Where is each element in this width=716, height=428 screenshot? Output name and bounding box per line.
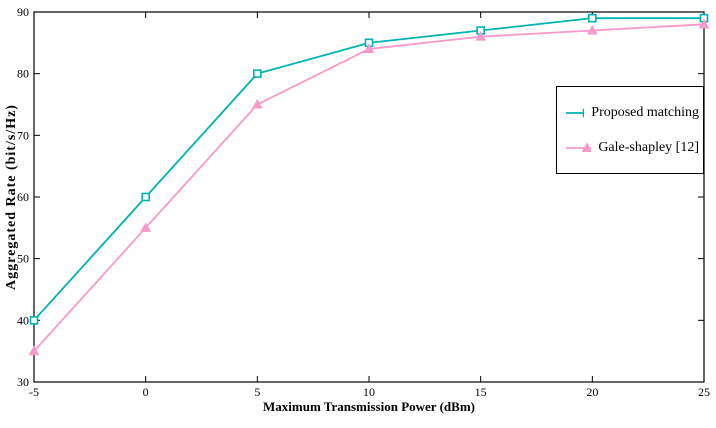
x-tick-label: 5 — [254, 385, 260, 399]
y-tick-label: 60 — [17, 190, 29, 204]
legend-swatch-square-marker — [566, 108, 585, 117]
square-marker-icon — [141, 192, 150, 202]
triangle-marker-icon — [475, 31, 487, 41]
x-tick-label: 15 — [475, 385, 487, 399]
square-marker-icon — [29, 316, 39, 325]
triangle-marker-icon — [363, 43, 375, 53]
legend: Proposed matching Gale-shapley [12] — [556, 86, 704, 174]
triangle-marker-icon — [698, 18, 710, 29]
x-tick-label: 20 — [586, 385, 598, 399]
triangle-marker-icon — [251, 98, 263, 109]
series-line — [33, 23, 705, 352]
x-tick-label: 25 — [698, 385, 710, 399]
legend-entry-gale-shapley: Gale-shapley [12] — [565, 140, 699, 156]
plot-box — [33, 11, 705, 383]
x-axis-label: Maximum Transmission Power (dBm) — [263, 399, 475, 414]
square-marker-icon — [582, 108, 585, 117]
triangle-marker-icon — [581, 141, 592, 152]
x-tick-label: 10 — [363, 385, 375, 399]
legend-label: Gale-shapley [12] — [598, 139, 699, 155]
legend-entry-proposed-matching: Proposed matching — [565, 105, 699, 121]
legend-label: Proposed matching — [591, 104, 699, 120]
x-tick-label: -5 — [29, 385, 39, 399]
y-tick-label: 80 — [17, 67, 29, 81]
triangle-marker-icon — [28, 345, 40, 356]
x-tick-label: 0 — [143, 385, 149, 399]
triangle-marker-icon — [586, 24, 598, 35]
y-tick-label: 90 — [17, 5, 29, 19]
legend-swatch-triangle-marker — [566, 141, 592, 152]
y-tick-label: 70 — [17, 128, 29, 142]
square-marker-icon — [588, 13, 597, 23]
y-tick-label: 50 — [17, 252, 29, 266]
triangle-marker-icon — [140, 222, 152, 232]
square-marker-icon — [253, 69, 262, 78]
y-tick-label: 40 — [17, 313, 29, 327]
y-axis-label: Aggregated Rate (bit/s/Hz) — [4, 104, 19, 290]
y-tick-label: 30 — [17, 375, 29, 389]
